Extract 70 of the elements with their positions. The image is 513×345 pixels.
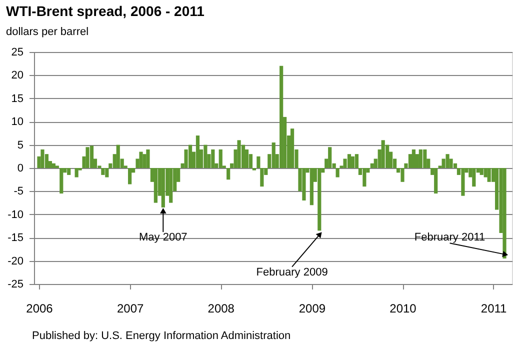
- annotation: May 2007: [138, 232, 188, 244]
- y-tick-label: -5: [14, 186, 24, 198]
- x-tick-label: 2008: [208, 302, 235, 316]
- bar: [310, 168, 314, 206]
- bar: [90, 146, 94, 168]
- x-tick-label: 2007: [116, 302, 144, 316]
- bar: [146, 149, 150, 168]
- bar: [350, 156, 355, 168]
- bar: [188, 144, 192, 168]
- bar: [169, 168, 173, 203]
- annotation: February 2011: [414, 232, 486, 244]
- x-tick-label: 2009: [298, 302, 326, 316]
- y-tick-label: 20: [11, 70, 24, 82]
- bar: [67, 168, 71, 175]
- bar: [204, 144, 208, 168]
- bar: [154, 168, 158, 203]
- bar: [139, 152, 143, 168]
- bar: [52, 163, 56, 168]
- bar: [226, 168, 230, 180]
- chart-title: WTI-Brent spread, 2006 - 2011: [6, 3, 205, 19]
- bar: [40, 149, 44, 168]
- bar: [74, 168, 78, 178]
- x-tick-label: 2006: [26, 302, 54, 316]
- y-tick-label: -15: [8, 232, 24, 244]
- bar: [354, 154, 359, 168]
- bar: [280, 66, 284, 168]
- y-tick-label: 10: [11, 116, 24, 128]
- bar: [302, 168, 306, 200]
- y-tick-label: 25: [11, 46, 24, 58]
- bar: [128, 168, 132, 184]
- bar: [328, 147, 332, 168]
- bar: [218, 149, 222, 168]
- bar: [381, 140, 385, 168]
- bar: [116, 144, 120, 168]
- y-tick-label: 0: [17, 162, 24, 174]
- bar: [105, 168, 109, 178]
- y-tick-label: -25: [8, 278, 24, 290]
- bar: [211, 149, 215, 168]
- bar: [86, 147, 90, 168]
- y-axis-title: dollars per barrel: [6, 26, 89, 38]
- y-tick-label: 15: [11, 92, 24, 105]
- bar: [196, 136, 200, 168]
- x-tick-label: 2010: [390, 302, 417, 316]
- bar: [502, 168, 506, 258]
- bar: [362, 168, 366, 187]
- y-tick-label: 5: [17, 139, 24, 152]
- x-tick-label: 2011: [480, 302, 508, 316]
- bar: [480, 168, 484, 175]
- bar: [290, 128, 294, 168]
- bar: [60, 168, 64, 194]
- bar: [472, 168, 476, 187]
- bar: [101, 168, 105, 175]
- bar: [272, 142, 276, 168]
- bar: [336, 168, 340, 178]
- bar: [347, 154, 352, 168]
- bar: [244, 149, 249, 168]
- bar: [434, 168, 438, 194]
- bar: [487, 168, 491, 182]
- bar: [184, 149, 188, 168]
- bar: [423, 149, 427, 168]
- bar: [256, 156, 260, 168]
- annotation: February 2009: [256, 266, 328, 278]
- bar: [418, 149, 422, 168]
- bar: [260, 168, 264, 187]
- bar: [461, 168, 465, 196]
- bar: [237, 140, 241, 168]
- y-tick-label: -20: [8, 255, 24, 268]
- text: Published by: U.S. Energy Information Administration: [32, 330, 291, 342]
- y-tick-label: -10: [8, 208, 24, 221]
- bar: [446, 154, 450, 168]
